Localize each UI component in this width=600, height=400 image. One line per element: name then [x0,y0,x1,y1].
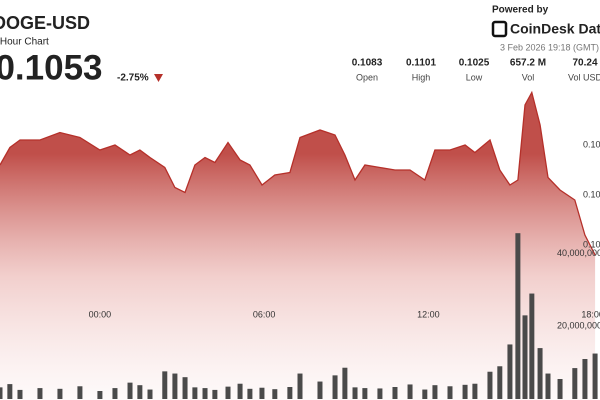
volume-bar [127,382,133,399]
volume-bar [287,387,293,399]
volume-bar [317,381,323,399]
volume-bar [192,387,198,399]
volume-bar [472,383,478,399]
stats: 0.1083 Open 0.1101 High 0.1025 Low 657.2 M Vol 7… [352,58,600,83]
x-tick-label: 18:00 [581,309,600,319]
stat-label: Vol [522,72,535,82]
volume-bar [172,373,178,399]
volume-bar [147,389,153,399]
price-area [0,92,596,400]
stat-value: 0.1083 [352,58,383,69]
y2-tick-label: 20,000,000 [557,321,600,331]
volume-bar [57,388,63,399]
stat-value: 0.1025 [459,58,490,69]
powered-by: Powered by [492,5,549,16]
volume-bar [537,348,543,399]
volume-bar [137,385,143,399]
volume-bar [17,389,23,399]
volume-bar [297,373,303,399]
volume-bar [202,388,208,399]
price: $0.1053 [0,48,103,87]
volume-bar [407,384,413,399]
volume-bar [237,383,243,399]
volume-bar [77,386,83,399]
volume-bar [247,388,253,399]
volume-bar [352,387,358,399]
volume-bar [515,233,521,399]
volume-bar [182,377,188,399]
down-arrow [154,74,163,82]
timestamp: 3 Feb 2026 19:18 (GMT) [500,42,599,52]
change: -2.75% [117,73,149,84]
volume-bar [332,375,338,399]
volume-bar [97,391,103,399]
volume-bar [557,379,563,399]
stat-label: Vol USD [568,72,600,82]
subtitle: 24 Hour Chart [0,37,49,48]
volume-bar [572,368,578,399]
volume-bar [545,373,551,399]
volume-bar [212,389,218,399]
volume-bar [462,384,468,399]
stat-value: 70.24 [572,58,597,69]
stat-label: Low [466,72,483,82]
volume-bar [592,353,598,399]
volume-bar [497,366,503,399]
y-tick-label: 0.106 [583,189,600,199]
x-tick-label: 06:00 [253,309,276,319]
stat-label: High [412,72,431,82]
volume-bar [447,386,453,399]
volume-bar [582,359,588,399]
volume-bar [112,388,118,399]
volume-bar [225,386,231,399]
volume-bar [422,389,428,399]
logo [491,20,508,38]
volume-bar [162,371,168,399]
volume-bar [342,367,348,399]
volume-bar [272,389,278,399]
volume-bar [529,293,535,399]
volume-bar [37,388,43,399]
volume-bar [362,388,368,399]
volume-bar [432,385,438,399]
plot: 00:00 06:00 12:00 18:00 0.108 0.106 0.10440,00… [0,90,600,400]
y-tick-label: 0.104 [583,239,600,249]
volume-bar [377,388,383,399]
stat-label: Open [356,72,378,82]
y2-tick-label: 40,000,000 [557,248,600,258]
price-line [0,90,596,256]
volume-bar [7,384,13,399]
volume-bar [487,371,493,399]
stat-value: 0.1101 [406,58,436,69]
x-tick-label: 12:00 [417,309,440,319]
volume-bar [522,315,528,399]
volume-bar [392,387,398,399]
volume-bar [507,344,513,399]
y-tick-label: 0.108 [583,139,600,149]
symbol: DOGE-USD [0,13,90,33]
x-tick-label: 00:00 [89,309,112,319]
volume-bar [259,387,265,399]
brand: CoinDesk Data [510,21,600,37]
volume-bar [0,387,3,399]
stat-value: 657.2 M [510,58,546,69]
